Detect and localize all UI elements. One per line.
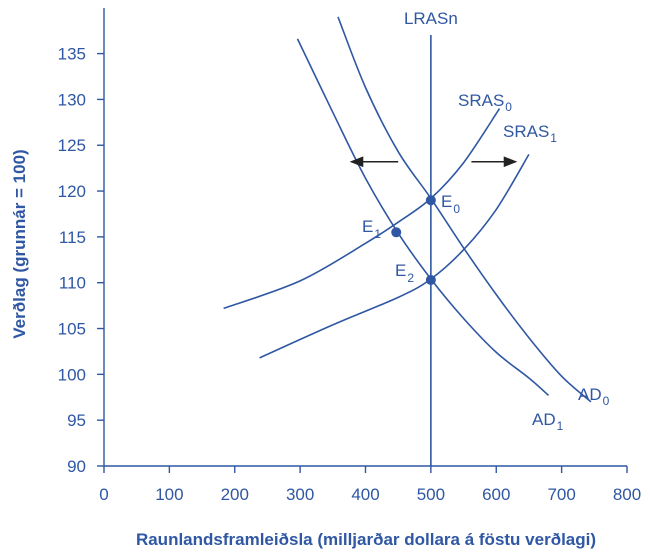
e-2-label: E	[395, 261, 406, 280]
x-tick-label: 400	[351, 485, 379, 504]
e-2-label-sub: 2	[407, 271, 414, 285]
plot-area: 0 100 200 300 400 500 600 700 800909510010511011…	[58, 8, 641, 504]
ad-1-label-sub: 1	[557, 419, 564, 433]
e-0-point	[425, 195, 436, 206]
y-tick-label: 105	[58, 320, 86, 339]
lrasn-label: LRASn	[404, 9, 458, 28]
x-tick-label: 700	[547, 485, 575, 504]
x-tick-label: 500	[417, 485, 445, 504]
sras-0-curve	[223, 108, 501, 310]
y-tick-label: 95	[67, 411, 86, 430]
sras-0-label-sub: 0	[505, 100, 512, 114]
e-2-point	[425, 274, 436, 285]
y-tick-label: 90	[67, 457, 86, 476]
ad-0-label: AD	[578, 385, 602, 404]
e-0-label-sub: 0	[453, 202, 460, 216]
e-1-label-sub: 1	[374, 227, 381, 241]
sras-1-label: SRAS	[503, 122, 549, 141]
y-tick-label: 110	[59, 274, 86, 293]
ad-0-label-sub: 0	[603, 394, 610, 408]
x-axis-title: Raunlandsframleiðsla (milljarðar dollara…	[136, 530, 596, 549]
x-tick-label: 200	[221, 485, 249, 504]
y-tick-label: 120	[58, 182, 86, 201]
sras-1-label-sub: 1	[550, 131, 557, 145]
ad-0-curve	[337, 16, 592, 403]
e-0-label: E	[441, 192, 452, 211]
x-tick-label: 300	[286, 485, 314, 504]
y-tick-label: 125	[58, 136, 86, 155]
ad-1-label: AD	[532, 410, 556, 429]
y-tick-label: 135	[58, 45, 86, 64]
x-tick-label: 600	[482, 485, 510, 504]
e-1-point	[391, 227, 402, 238]
x-tick-label: 800	[613, 485, 641, 504]
y-tick-label: 115	[59, 228, 86, 247]
e-1-label: E	[362, 217, 373, 236]
y-axis-title: Verðlag (grunnár = 100)	[10, 149, 29, 338]
y-tick-label: 130	[58, 90, 86, 109]
x-tick-label: 100	[155, 485, 183, 504]
ad-1-curve	[296, 38, 550, 396]
sras-1-curve	[259, 153, 530, 359]
y-tick-label: 100	[58, 365, 86, 384]
sras-0-label: SRAS	[458, 91, 504, 110]
x-tick-label: 0	[99, 485, 108, 504]
